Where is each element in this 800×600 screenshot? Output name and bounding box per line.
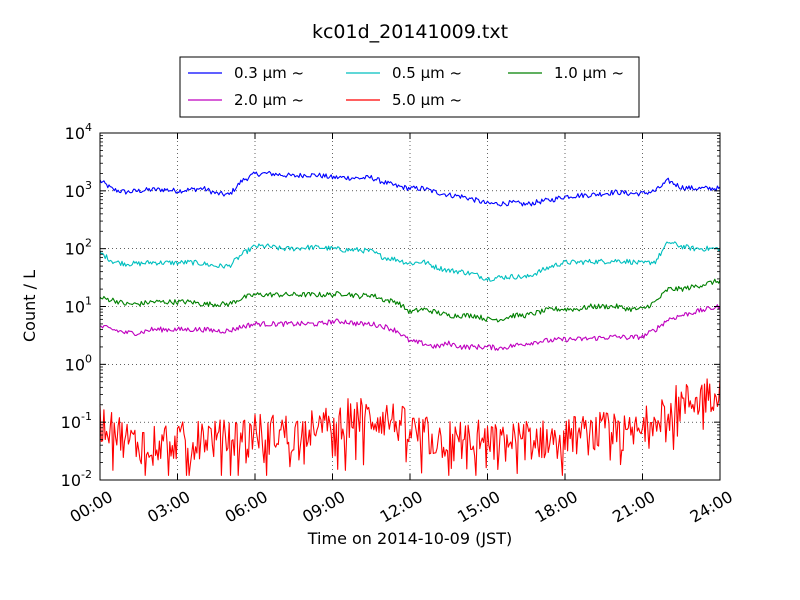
y-tick-label: 100 — [65, 352, 92, 374]
y-tick-label: 10-1 — [61, 410, 92, 432]
chart-title: kc01d_20141009.txt — [312, 21, 508, 43]
legend-label: 2.0 μm ~ — [234, 91, 304, 109]
series-line — [99, 241, 721, 282]
series-line — [99, 304, 721, 351]
series-layer — [99, 170, 721, 476]
legend-label: 0.5 μm ~ — [392, 64, 462, 82]
legend-box — [179, 56, 640, 118]
y-tick-label: 10-2 — [61, 468, 92, 490]
y-tick-label: 102 — [65, 237, 92, 259]
legend-label: 1.0 μm ~ — [554, 64, 624, 82]
legend: 0.3 μm ~ 0.5 μm ~ 1.0 μm ~ 2.0 μm ~ 5.0 μm ~ — [179, 56, 640, 118]
y-tick-label: 103 — [65, 179, 92, 201]
series-line — [99, 278, 721, 323]
y-axis-label: Count / L — [20, 270, 39, 342]
y-axis-ticks: 10-2 10-1 100 101 102 103 104 — [61, 121, 720, 490]
series-line — [99, 170, 721, 207]
series-line — [99, 378, 721, 476]
legend-label: 0.3 μm ~ — [234, 64, 304, 82]
y-tick-label: 101 — [65, 295, 92, 317]
legend-label: 5.0 μm ~ — [392, 91, 462, 109]
y-tick-label: 104 — [65, 121, 92, 143]
x-axis-label: Time on 2014-10-09 (JST) — [307, 529, 512, 548]
